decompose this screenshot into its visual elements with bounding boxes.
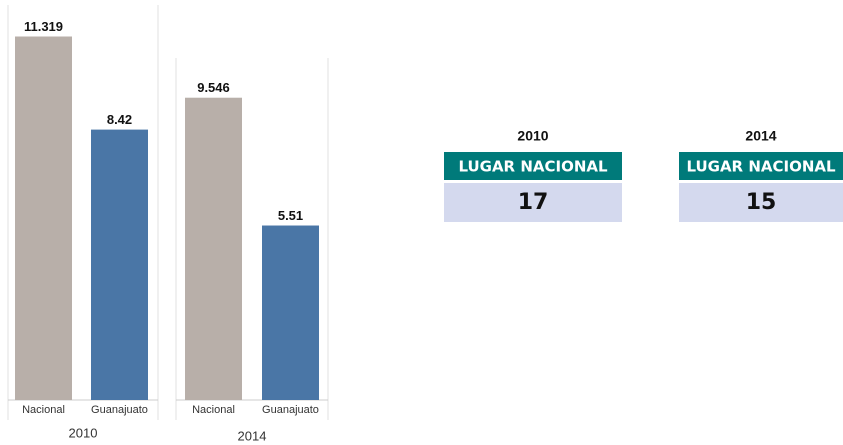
- panel-value-bg: [444, 183, 622, 222]
- panel-2014: 2014 LUGAR NACIONAL 15: [679, 128, 843, 222]
- panel-value-bg: [679, 183, 843, 222]
- panel-header: LUGAR NACIONAL: [458, 158, 608, 176]
- panel-header: LUGAR NACIONAL: [686, 158, 836, 176]
- value-label: 8.42: [107, 112, 132, 127]
- panel-year: 2014: [745, 128, 776, 144]
- panel-header-bg: [444, 152, 622, 180]
- bar: [15, 36, 72, 400]
- panel-value: 15: [746, 190, 777, 215]
- panel-year: 2010: [517, 128, 548, 144]
- value-label: 11.319: [24, 19, 63, 34]
- x-axis-title: 2010: [69, 425, 98, 440]
- panel-value: 17: [518, 190, 549, 215]
- panel-2010: 2010 LUGAR NACIONAL 17: [444, 128, 622, 222]
- x-tick-label: Guanajuato: [262, 404, 319, 416]
- bar: [185, 97, 242, 401]
- bar: [262, 225, 319, 400]
- bar: [91, 129, 148, 400]
- value-label: 5.51: [278, 208, 303, 223]
- x-axis-title: 2014: [238, 428, 267, 443]
- x-tick-label: Nacional: [22, 404, 65, 416]
- panel-header-bg: [679, 152, 843, 180]
- value-label: 9.546: [197, 80, 230, 95]
- x-tick-label: Nacional: [192, 404, 235, 416]
- x-tick-label: Guanajuato: [91, 404, 148, 416]
